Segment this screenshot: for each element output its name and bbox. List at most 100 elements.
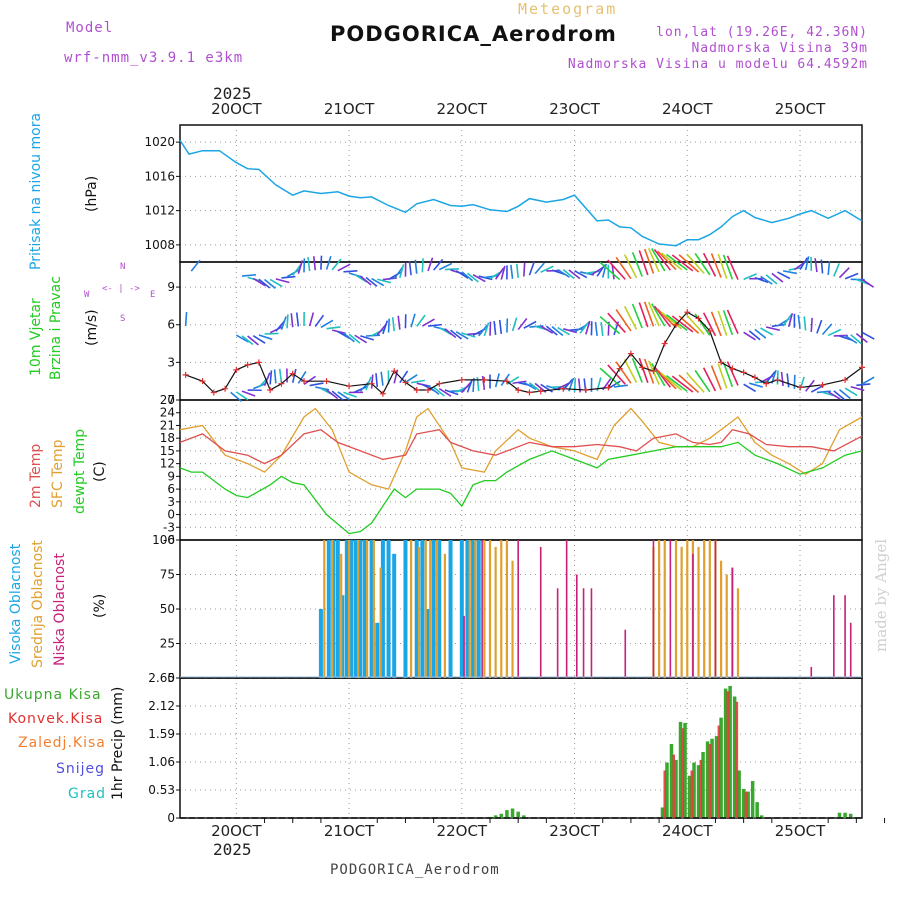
wind-arrow xyxy=(765,274,778,285)
wind-arrow xyxy=(678,374,700,394)
high-cloud-bar xyxy=(369,540,374,678)
wind-arrow xyxy=(393,369,399,384)
wind-arrow xyxy=(771,272,784,283)
wind-arrow xyxy=(438,262,453,271)
wind-arrow xyxy=(235,334,249,343)
low-cloud-bar xyxy=(539,546,542,678)
wind-speed-marker xyxy=(729,365,736,372)
wind-speed-marker xyxy=(718,359,725,366)
wind-arrow xyxy=(551,385,567,389)
wind-arrow xyxy=(405,374,418,384)
wind-arrow xyxy=(816,319,823,334)
total-rain-bar xyxy=(759,815,764,818)
wind-arrow xyxy=(427,257,434,272)
wind-arrow xyxy=(307,257,311,272)
pressure-line xyxy=(179,139,863,247)
wind-speed-marker xyxy=(819,381,826,388)
mid-cloud-bar xyxy=(680,546,683,678)
wind-speed-marker xyxy=(582,386,589,393)
wind-arrow xyxy=(252,277,266,287)
wind-arrow xyxy=(348,333,361,344)
wind-arrow xyxy=(821,323,833,336)
altitude-label: Nadmorska Visina 39m xyxy=(691,41,868,56)
y-tick-label: 0 xyxy=(167,393,175,407)
wind-arrow xyxy=(258,278,271,289)
wind-arrow xyxy=(754,328,767,339)
wind-speed-marker xyxy=(560,385,567,392)
wind-arrow xyxy=(861,376,875,385)
wind-arrow xyxy=(444,328,457,339)
wind-arrow xyxy=(382,320,389,335)
wind-arrow xyxy=(568,269,581,280)
wind-arrow xyxy=(308,312,315,327)
wind-speed-marker xyxy=(199,378,206,385)
wind-arrow xyxy=(312,256,317,271)
mid-cloud-bar xyxy=(663,540,666,678)
wind-arrow xyxy=(833,263,840,277)
x-tick-label-bottom: 20OCT xyxy=(211,822,262,840)
total-rain-bar xyxy=(714,736,719,818)
low-cloud-bar xyxy=(810,666,813,678)
wind-arrow xyxy=(594,321,598,336)
wind-arrow xyxy=(325,255,332,270)
wind-arrow xyxy=(827,260,831,276)
wind-arrow xyxy=(264,278,276,289)
wind-arrow xyxy=(631,358,643,383)
wind-arrow xyxy=(184,312,188,327)
wind-arrow xyxy=(231,262,240,273)
wind-speed-marker xyxy=(481,376,488,383)
panel-frame xyxy=(179,261,863,401)
mid-cloud-bar xyxy=(494,546,497,678)
wind-arrow xyxy=(710,253,722,278)
wind-speed-marker xyxy=(436,380,443,387)
wind-arrow xyxy=(579,321,590,334)
wind-arrow xyxy=(585,320,591,335)
wind-arrow xyxy=(710,365,722,391)
wind-arrow xyxy=(444,389,459,396)
wind-arrow xyxy=(365,276,378,287)
wind-arrow xyxy=(476,377,480,392)
wind-arrow xyxy=(225,258,229,271)
total-rain-bar xyxy=(755,802,759,818)
panel-frame xyxy=(179,124,863,263)
wind-arrow xyxy=(427,323,443,327)
wind-arrow xyxy=(557,268,570,278)
t2m-line xyxy=(179,428,863,465)
model-altitude-label: Nadmorska Visina u modelu 64.4592m xyxy=(567,57,868,72)
low-cloud-bar xyxy=(481,540,483,678)
wind-arrow xyxy=(827,328,842,337)
low-cloud-bar xyxy=(844,595,846,678)
wind-arrow xyxy=(433,386,445,397)
wind-arrow xyxy=(599,261,621,281)
high-cloud-bar xyxy=(344,540,349,678)
x-tick-label-top: 23OCT xyxy=(549,100,600,118)
wind-arrow xyxy=(391,317,395,332)
y-tick-label: 9 xyxy=(167,469,175,483)
wind-arrow xyxy=(236,268,248,275)
wind-arrow xyxy=(380,371,384,386)
wind-arrow xyxy=(600,321,604,337)
total-rain-bar xyxy=(750,781,755,818)
wind-speed-marker xyxy=(740,369,747,376)
wind-arrow xyxy=(765,371,776,384)
wind-arrow xyxy=(599,315,621,335)
wind-arrow xyxy=(686,314,705,336)
wind-speed-marker xyxy=(346,383,353,390)
wind-arrow xyxy=(326,389,339,400)
x-tick-label-bottom: 22OCT xyxy=(437,822,488,840)
total-rain-bar xyxy=(516,811,520,818)
wind-arrow xyxy=(814,258,818,273)
lonlat-label: lon,lat (19.26E, 42.36N) xyxy=(656,25,868,40)
high-cloud-bar xyxy=(459,540,464,678)
model-label: Model xyxy=(66,20,114,36)
wind-speed-marker xyxy=(391,368,398,375)
wind-arrow xyxy=(562,268,575,280)
wind-arrow xyxy=(803,316,807,331)
wind-arrow xyxy=(777,271,791,280)
wind-arrow xyxy=(651,362,666,387)
wind-arrow xyxy=(292,263,302,276)
total-rain-bar xyxy=(728,685,732,818)
wind-speed-marker xyxy=(650,368,657,375)
wind-arrow xyxy=(615,361,632,384)
